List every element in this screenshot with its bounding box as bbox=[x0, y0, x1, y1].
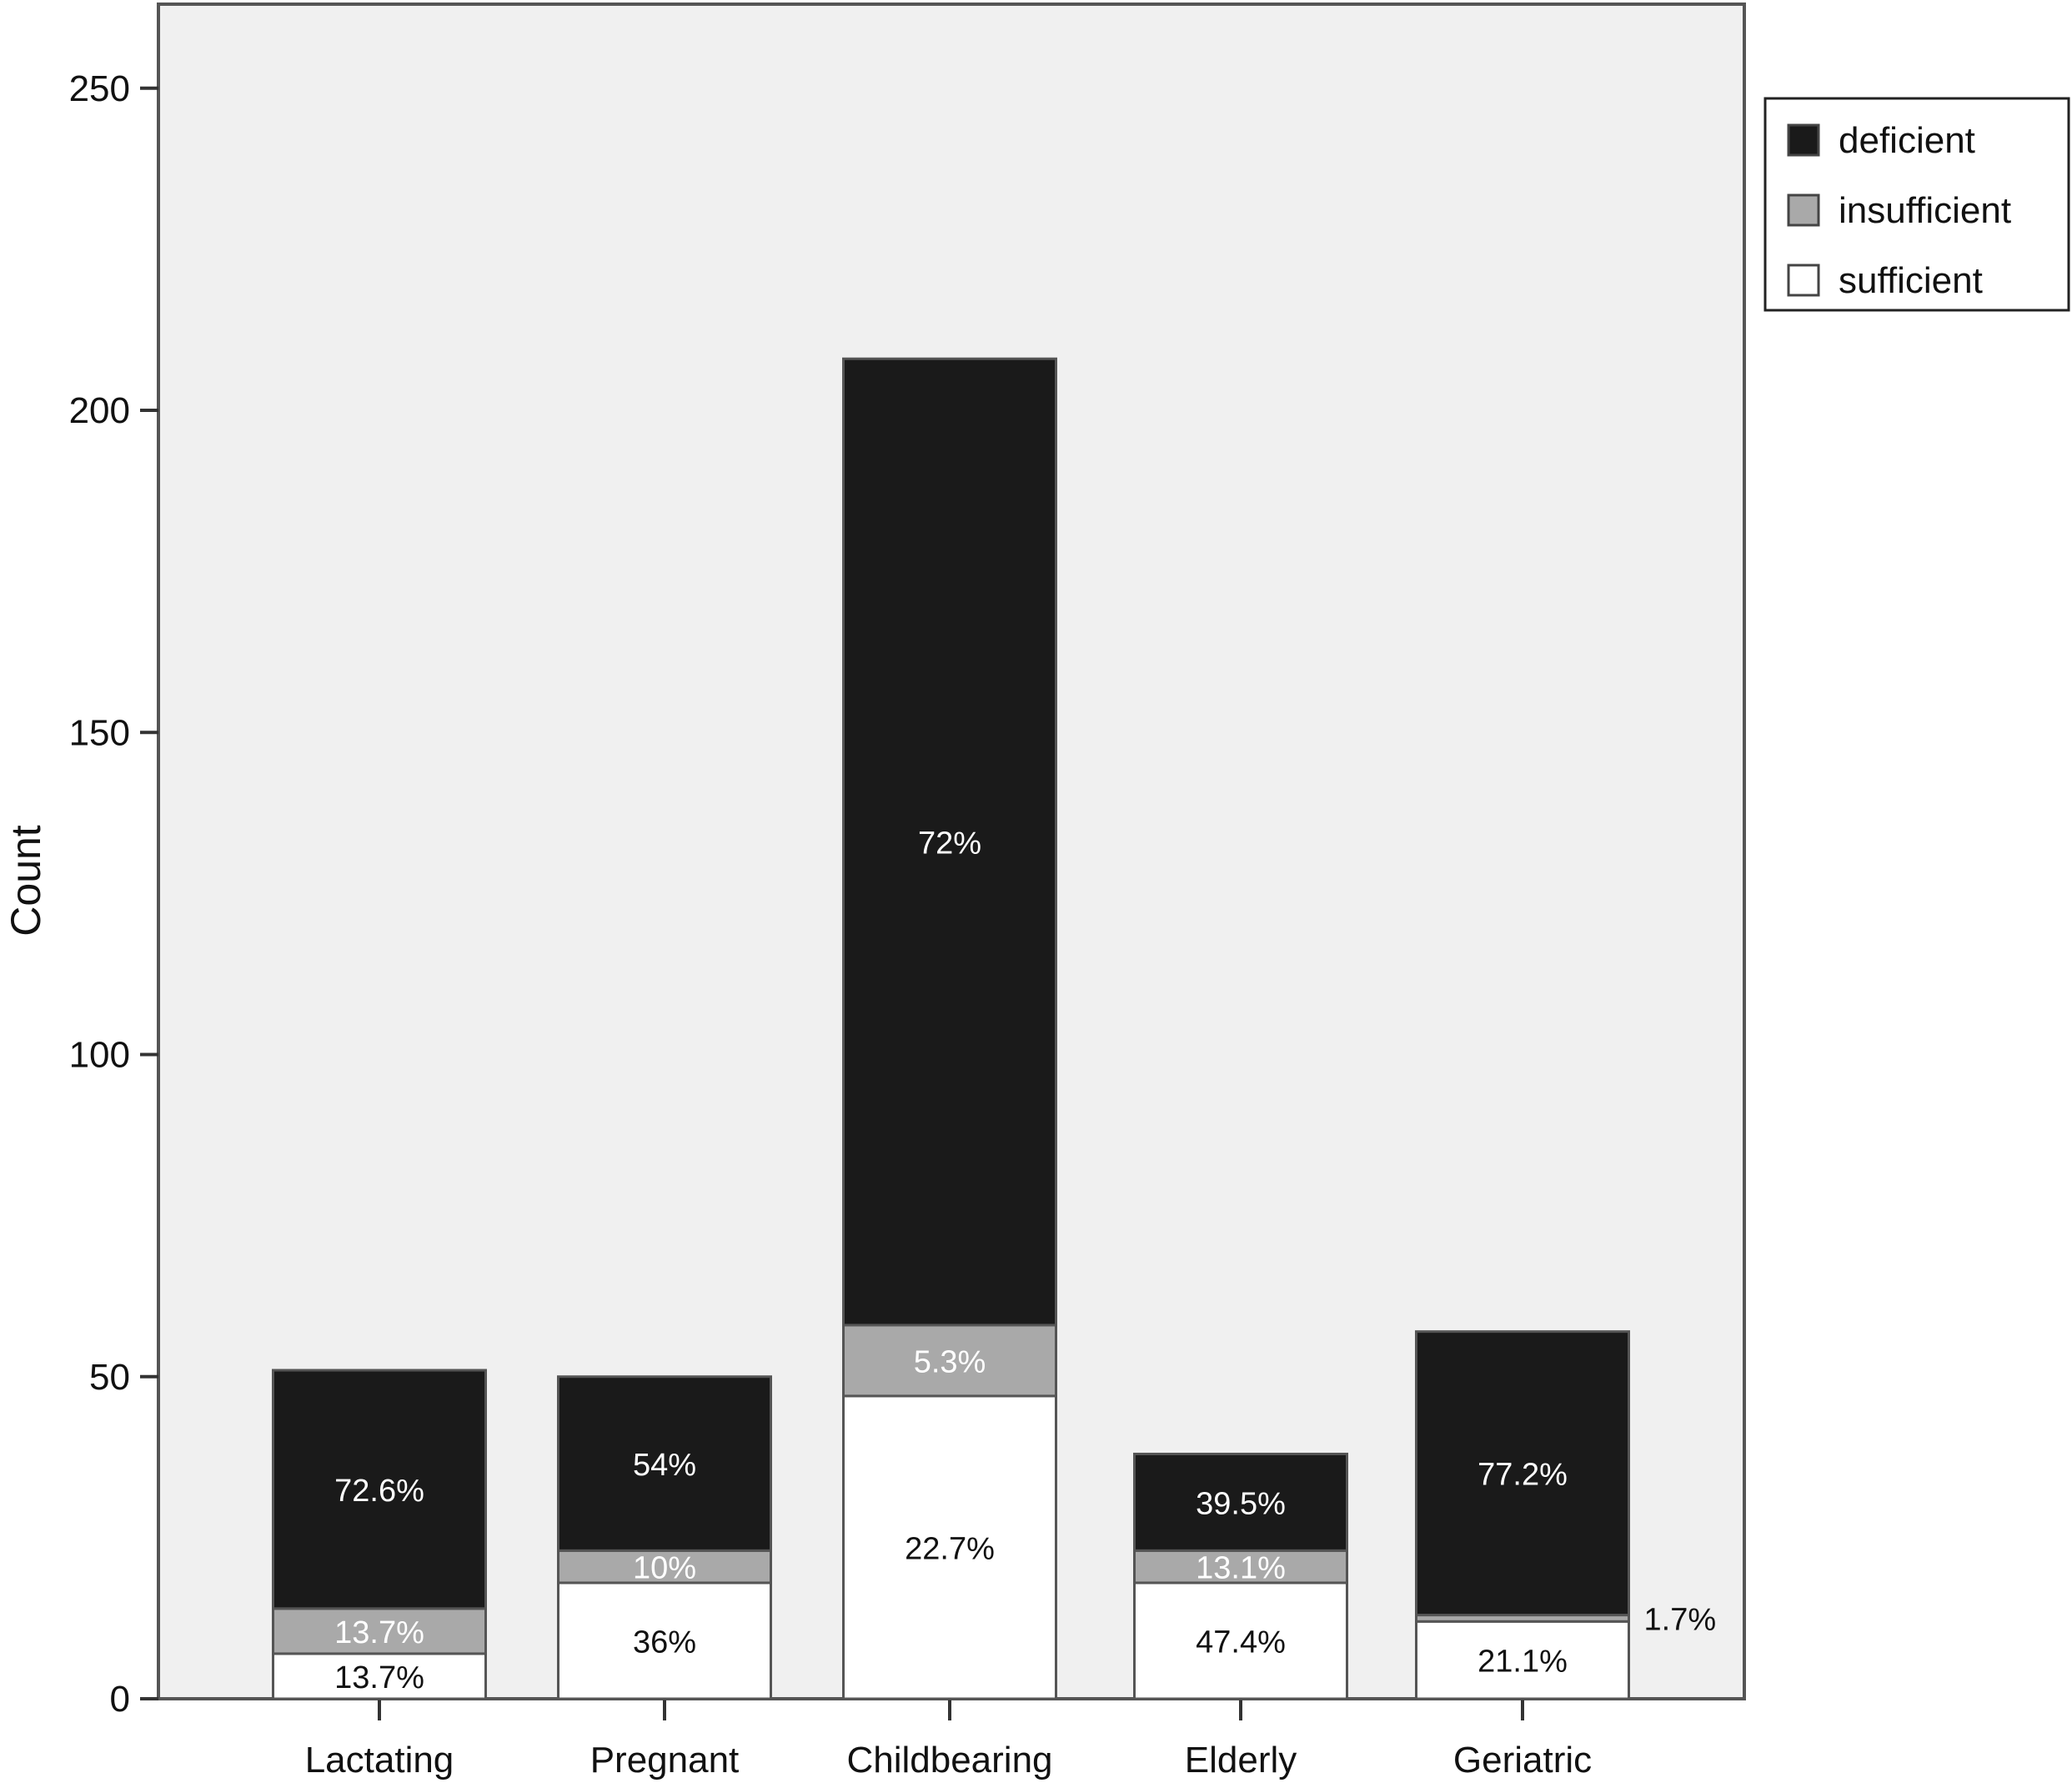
segment-label-sufficient: 21.1% bbox=[1477, 1645, 1568, 1680]
segment-labels: 13.7% 13.7% 72.6% 36% 10% 54% 22.7% 5.3% 72% 47.4… bbox=[334, 826, 1716, 1695]
segment-label-sufficient: 47.4% bbox=[1196, 1625, 1286, 1660]
y-tick-label: 50 bbox=[89, 1357, 130, 1398]
legend: deficient insufficient sufficient bbox=[1763, 97, 2070, 312]
bar-segment-insufficient bbox=[272, 1607, 487, 1655]
segment-label-insufficient: 5.3% bbox=[914, 1344, 986, 1379]
y-axis-title: Count bbox=[3, 825, 49, 937]
x-tick-label: Geriatric bbox=[1453, 1740, 1592, 1780]
y-tick-label: 150 bbox=[69, 712, 130, 753]
bar-segment-deficient bbox=[842, 357, 1057, 1327]
y-tick-label: 100 bbox=[69, 1035, 130, 1076]
segment-label-deficient: 72.6% bbox=[334, 1474, 424, 1509]
segment-label-deficient: 39.5% bbox=[1196, 1486, 1286, 1521]
legend-swatch-insufficient bbox=[1787, 193, 1820, 227]
legend-swatch-deficient bbox=[1787, 123, 1820, 157]
y-tick-label: 200 bbox=[69, 390, 130, 431]
bars bbox=[272, 357, 1630, 1700]
legend-swatch-sufficient bbox=[1787, 264, 1820, 297]
segment-label-sufficient: 13.7% bbox=[334, 1660, 424, 1695]
legend-label-sufficient: sufficient bbox=[1839, 260, 1983, 301]
segment-label-deficient: 77.2% bbox=[1477, 1458, 1568, 1493]
x-tick-label: Pregnant bbox=[590, 1740, 740, 1780]
bar-segment-deficient bbox=[272, 1369, 487, 1610]
segment-label-insufficient: 1.7% bbox=[1644, 1602, 1717, 1637]
segment-label-deficient: 54% bbox=[633, 1448, 696, 1483]
segment-label-insufficient: 13.7% bbox=[334, 1615, 424, 1650]
legend-label-deficient: deficient bbox=[1839, 120, 1975, 161]
legend-label-insufficient: insufficient bbox=[1839, 190, 2011, 231]
bar-segment-sufficient bbox=[1133, 1581, 1348, 1700]
segment-label-sufficient: 22.7% bbox=[905, 1531, 995, 1566]
segment-label-insufficient: 10% bbox=[633, 1551, 696, 1586]
x-tick-label: Elderly bbox=[1185, 1740, 1297, 1780]
x-axis: Lactating Pregnant Childbearing Elderly Geri… bbox=[305, 1699, 1592, 1780]
bar-segment-sufficient bbox=[842, 1394, 1057, 1700]
bar-segment-sufficient bbox=[272, 1652, 487, 1700]
y-tick-label: 250 bbox=[69, 68, 130, 109]
bar-segment-deficient bbox=[557, 1375, 772, 1552]
bar-segment-deficient bbox=[1133, 1452, 1348, 1552]
bar-segment-deficient bbox=[1415, 1330, 1630, 1617]
bar-segment-insufficient bbox=[1133, 1549, 1348, 1585]
segment-label-sufficient: 36% bbox=[633, 1625, 696, 1660]
x-tick-label: Childbearing bbox=[846, 1740, 1052, 1780]
segment-label-insufficient: 13.1% bbox=[1196, 1551, 1286, 1586]
y-tick-label: 0 bbox=[110, 1679, 130, 1720]
y-axis: 0 50 100 150 200 250 bbox=[69, 68, 158, 1720]
bar-segment-sufficient bbox=[557, 1581, 772, 1700]
segment-label-deficient: 72% bbox=[918, 826, 981, 861]
x-tick-label: Lactating bbox=[305, 1740, 454, 1780]
